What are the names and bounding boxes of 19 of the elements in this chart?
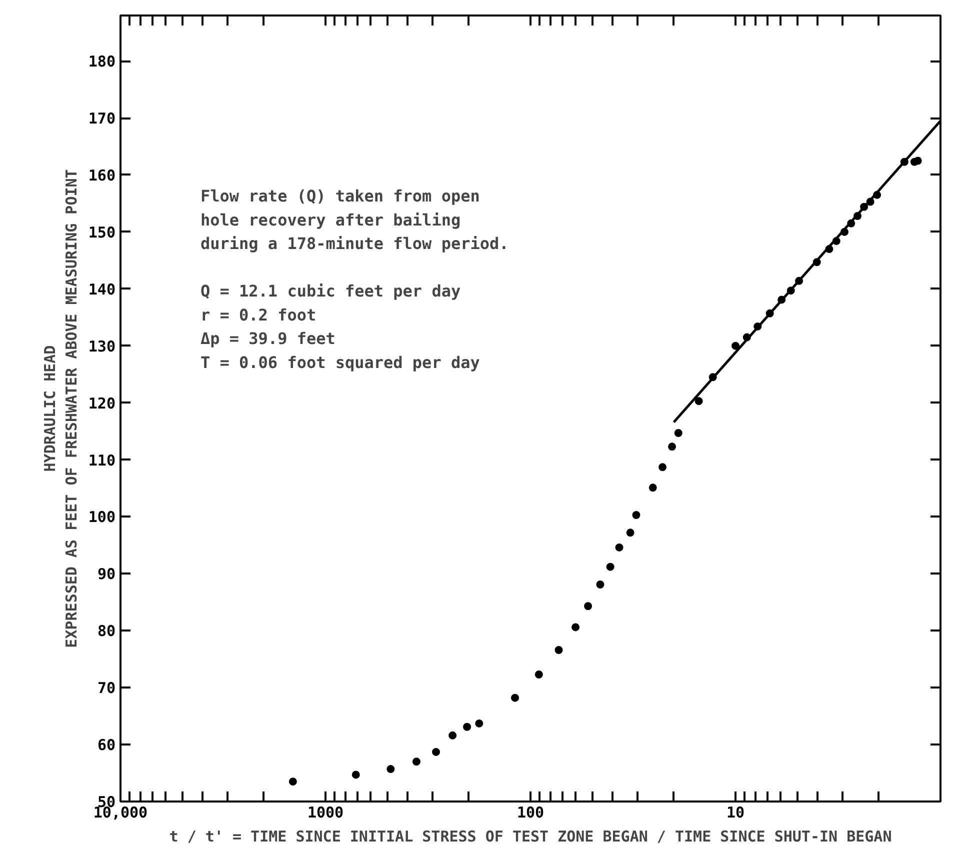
- y-tick-label: 90: [97, 565, 116, 584]
- x-tick-label: 10: [726, 804, 745, 822]
- y-tick-label: 70: [97, 679, 116, 698]
- y-tick-label: 150: [88, 223, 116, 242]
- text: Flow rate (Q) taken from open hole recovery after bailing during a 178-minute flow period. Q = 12.1 cubic feet per day r = 0.2 foot Δp = 39.9 feet T = 0.06 foot squared per day: [200, 186, 509, 372]
- y-tick-label: 110: [88, 451, 116, 470]
- y-tick-label: 130: [88, 337, 116, 356]
- y-tick-label: 160: [88, 166, 116, 184]
- y-tick-label: 180: [88, 52, 116, 71]
- y-tick-label: 80: [97, 622, 116, 640]
- y-tick-label: 120: [88, 394, 116, 412]
- y-tick-label: 140: [88, 280, 116, 298]
- y-tick-label: 100: [88, 508, 116, 526]
- y-tick-label: 170: [88, 110, 116, 128]
- x-tick-label: 100: [516, 804, 544, 822]
- x-tick-label: 1000: [307, 804, 344, 822]
- y-axis-title: HYDRAULIC HEAD EXPRESSED AS FEET OF FRESHWATER ABOVE MEASURING POINT: [40, 169, 80, 648]
- y-tick-label: 60: [97, 736, 116, 754]
- x-axis-title: t / t' = TIME SINCE INITIAL STRESS OF TEST ZONE BEGAN / TIME SINCE SHUT-IN BEGAN: [169, 828, 892, 846]
